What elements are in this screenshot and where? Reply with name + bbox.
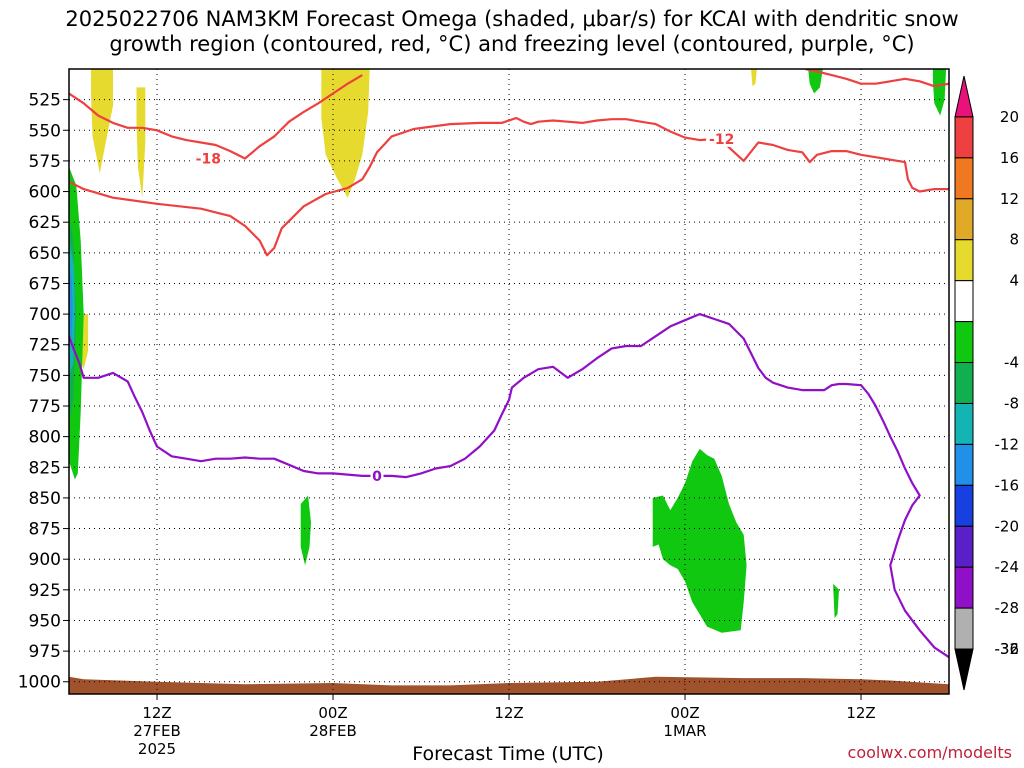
colorbar-label: -28 <box>995 599 1020 617</box>
y-tick-label: 550 <box>29 121 61 141</box>
omega-region-4 <box>751 69 757 87</box>
colorbar-label: 16 <box>1000 149 1019 167</box>
colorbar-swatch <box>954 566 974 609</box>
colorbar: 20 16 12 8 4 -4 -8 -12 -16 -20 -24 -28 -32-36 <box>954 75 1020 691</box>
colorbar-label: -12 <box>995 435 1020 453</box>
y-tick-label: 725 <box>29 336 61 356</box>
x-tick-label: 1MAR <box>663 722 706 740</box>
colorbar-label: -20 <box>995 517 1020 535</box>
colorbar-swatch <box>954 607 974 650</box>
y-tick-label: 950 <box>29 611 61 631</box>
grid-lines <box>69 69 949 694</box>
colorbar-swatch <box>954 280 974 323</box>
y-tick-label: 700 <box>29 305 61 325</box>
x-tick-label: 00Z <box>318 704 347 722</box>
colorbar-bottom-arrow <box>954 648 974 691</box>
omega-region-11 <box>932 69 947 116</box>
y-tick-label: 600 <box>29 183 61 203</box>
omega-region-1 <box>136 87 146 198</box>
y-tick-label: 850 <box>29 489 61 509</box>
colorbar-swatch <box>954 157 974 200</box>
contour-label-bg <box>706 130 738 147</box>
colorbar-swatch <box>954 321 974 364</box>
y-tick-label: 575 <box>29 152 61 172</box>
omega-region-0 <box>91 69 113 174</box>
credit-text: coolwx.com/modelts <box>847 743 1012 762</box>
omega-shading-layer <box>69 69 947 633</box>
contour-layer <box>69 69 949 659</box>
contour-label: 0 <box>372 469 382 485</box>
y-tick-label: 800 <box>29 428 61 448</box>
y-tick-label: 975 <box>29 642 61 662</box>
omega-region-13 <box>652 448 747 633</box>
contour-label: -12 <box>709 132 734 148</box>
y-tick-label: 650 <box>29 244 61 264</box>
colorbar-top-arrow <box>954 75 974 118</box>
x-tick-label: 12Z <box>494 704 523 722</box>
omega-region-12 <box>833 583 839 618</box>
colorbar-swatch <box>954 239 974 282</box>
colorbar-swatch <box>954 484 974 527</box>
ground-layer <box>69 676 949 694</box>
contour-line-0 <box>69 116 949 257</box>
x-tick-label: 12Z <box>846 704 875 722</box>
colorbar-label: 12 <box>1000 190 1019 208</box>
y-tick-label: 775 <box>29 397 61 417</box>
omega-region-2 <box>321 69 370 198</box>
contour-label: -18 <box>196 151 221 167</box>
contour-line-3 <box>69 313 949 659</box>
y-tick-label: 625 <box>29 213 61 233</box>
colorbar-label: 8 <box>1009 231 1019 249</box>
contour-line-1 <box>69 74 363 160</box>
contour-label-bg <box>192 150 224 167</box>
colorbar-swatch <box>954 362 974 404</box>
x-tick-label: 28FEB <box>309 722 356 740</box>
omega-region-9 <box>300 495 311 566</box>
contour-label-bg <box>370 467 384 484</box>
colorbar-swatch <box>954 443 974 486</box>
y-tick-label: 925 <box>29 581 61 601</box>
y-tick-label: 875 <box>29 520 61 540</box>
y-tick-label: 900 <box>29 550 61 570</box>
chart-title-line1: 2025022706 NAM3KM Forecast Omega (shaded… <box>65 7 959 31</box>
x-tick-label: 12Z <box>142 704 171 722</box>
omega-region-8 <box>69 259 73 345</box>
y-tick-label: 675 <box>29 274 61 294</box>
y-axis: 525 550 575 600 625 650 675 700 725 750 775 800 825 8… <box>18 91 69 693</box>
colorbar-label: -16 <box>995 476 1020 494</box>
colorbar-label: -8 <box>1004 394 1019 412</box>
contour-labels: -18 -12 0 <box>192 130 738 485</box>
omega-region-10 <box>808 69 823 94</box>
x-tick-label: 2025 <box>138 740 176 758</box>
x-axis-title: Forecast Time (UTC) <box>412 743 604 765</box>
colorbar-swatch <box>954 402 974 445</box>
y-tick-label: 525 <box>29 91 61 111</box>
colorbar-label: -4 <box>1004 354 1019 372</box>
colorbar-label: -32 <box>995 640 1020 658</box>
colorbar-label: 20 <box>1000 108 1019 126</box>
y-tick-label: 1000 <box>18 673 61 693</box>
ground-terrain <box>69 676 949 694</box>
x-tick-label: 27FEB <box>133 722 180 740</box>
y-tick-label: 825 <box>29 458 61 478</box>
colorbar-swatch <box>954 198 974 241</box>
colorbar-swatch <box>954 116 974 159</box>
contour-line-2 <box>805 69 949 88</box>
colorbar-label: 4 <box>1009 272 1019 290</box>
colorbar-label: -24 <box>995 558 1020 576</box>
colorbar-label: -36 <box>995 640 1020 658</box>
chart-title-line2: growth region (contoured, red, °C) and f… <box>109 32 915 56</box>
y-tick-label: 750 <box>29 366 61 386</box>
colorbar-swatch <box>954 525 974 568</box>
x-tick-label: 00Z <box>670 704 699 722</box>
